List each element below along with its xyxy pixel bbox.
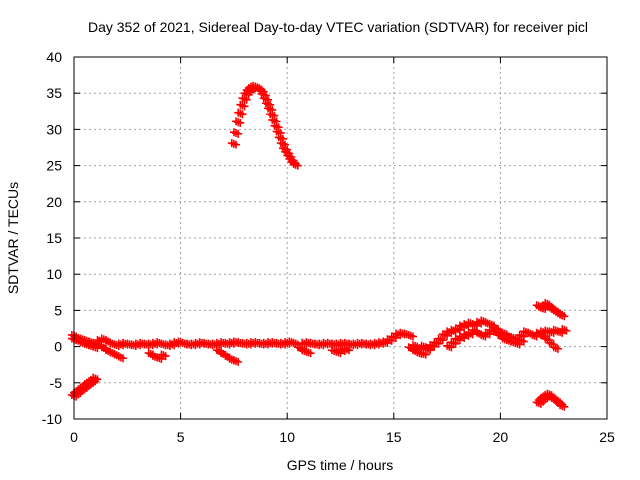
data-point xyxy=(238,110,247,119)
data-point xyxy=(161,352,170,361)
data-point xyxy=(306,349,315,358)
y-tick-label: 25 xyxy=(46,158,62,174)
SDTVAR-lower xyxy=(67,325,562,366)
x-axis-label: GPS time / hours xyxy=(287,457,394,473)
data-point xyxy=(560,402,569,411)
x-tick-label: 10 xyxy=(279,429,295,445)
data-point xyxy=(234,357,243,366)
data-point xyxy=(93,375,102,384)
data-point xyxy=(562,326,571,335)
data-point xyxy=(232,140,240,149)
x-tick-label: 20 xyxy=(493,429,509,445)
y-tick-label: -5 xyxy=(50,375,63,391)
y-tick-label: 40 xyxy=(46,49,62,65)
data-point xyxy=(240,102,249,111)
chart-title: Day 352 of 2021, Sidereal Day-to-day VTE… xyxy=(88,19,588,35)
SDTVAR-late-upper xyxy=(532,299,569,321)
data-point xyxy=(560,312,569,321)
axis-ticks: 0 5 10 15 20 25 -10 -5 0 5 10 15 20 25 30 35 40 xyxy=(42,49,615,445)
plot-points xyxy=(67,81,571,411)
data-point xyxy=(519,337,528,346)
SDTVAR-peak-arc xyxy=(227,81,302,170)
data-point xyxy=(553,344,562,353)
y-tick-label: 35 xyxy=(46,85,62,101)
y-tick-label: -10 xyxy=(42,411,62,427)
y-tick-label: 30 xyxy=(46,121,62,137)
y-tick-label: 0 xyxy=(54,339,62,355)
SDTVAR-late-lower xyxy=(532,389,569,411)
data-point xyxy=(426,346,435,355)
y-tick-label: 15 xyxy=(46,230,62,246)
x-tick-label: 25 xyxy=(599,429,615,445)
y-tick-label: 20 xyxy=(46,194,62,210)
data-point xyxy=(293,161,302,170)
data-point xyxy=(119,354,128,363)
x-tick-label: 0 xyxy=(70,429,78,445)
y-tick-label: 5 xyxy=(54,302,62,318)
data-point xyxy=(234,129,243,138)
y-axis-label: SDTVAR / TECUs xyxy=(5,182,21,294)
y-tick-label: 10 xyxy=(46,266,62,282)
x-tick-label: 15 xyxy=(386,429,402,445)
data-point xyxy=(236,118,245,127)
data-point xyxy=(408,332,417,341)
data-point xyxy=(344,346,353,355)
x-tick-label: 5 xyxy=(177,429,185,445)
